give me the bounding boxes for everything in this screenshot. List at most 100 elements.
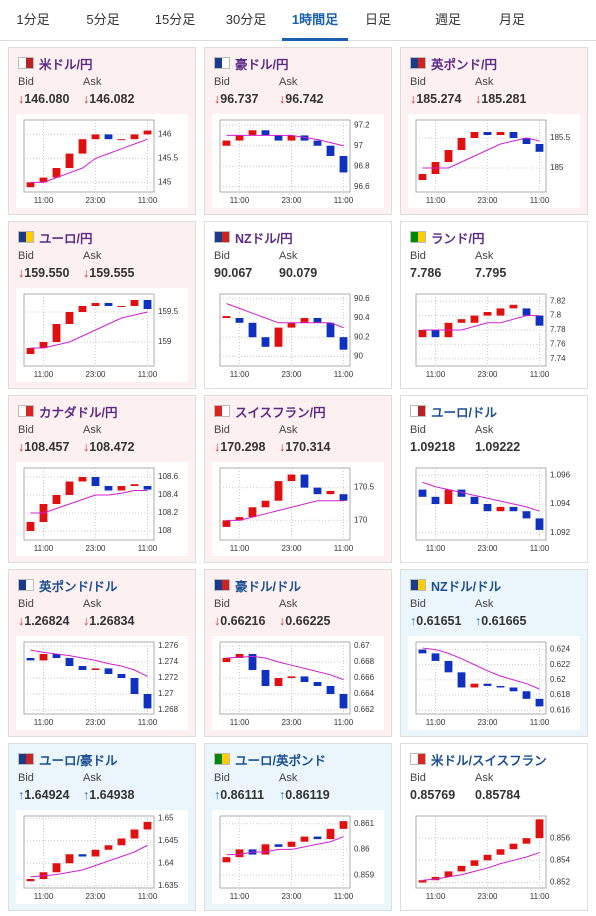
candle bbox=[300, 676, 309, 682]
pair-name[interactable]: 英ポンド/ドル bbox=[39, 580, 118, 594]
y-tick-label: 0.859 bbox=[354, 870, 375, 879]
trend-arrow: ↓ bbox=[214, 440, 221, 454]
flag bbox=[18, 579, 34, 591]
y-tick-label: 108 bbox=[158, 526, 172, 535]
bid-value: 90.067 bbox=[214, 266, 253, 280]
moving-average bbox=[422, 647, 540, 690]
candle bbox=[104, 668, 113, 674]
bid-label: Bid bbox=[410, 772, 426, 784]
bid-label: Bid bbox=[214, 250, 230, 262]
candle bbox=[287, 322, 296, 328]
trend-arrow: ↑ bbox=[18, 788, 25, 802]
y-tick-label: 0.854 bbox=[550, 855, 571, 864]
candle bbox=[496, 506, 505, 512]
candle bbox=[418, 330, 427, 338]
plot-frame bbox=[219, 815, 351, 889]
ask-label: Ask bbox=[279, 76, 298, 88]
candle bbox=[339, 494, 348, 501]
candle bbox=[470, 132, 479, 138]
ask-price: ↓96.742 bbox=[279, 92, 323, 106]
candle bbox=[274, 135, 283, 141]
mini-chart: 145 145.5 146 11:00 23:00 11:00 bbox=[16, 114, 188, 208]
moving-average bbox=[422, 315, 540, 331]
pair-name[interactable]: NZドル/ドル bbox=[431, 580, 502, 594]
candle bbox=[248, 654, 257, 670]
x-tick-label: 23:00 bbox=[477, 196, 498, 205]
pair-name[interactable]: 英ポンド/円 bbox=[431, 58, 497, 72]
tab[interactable]: 週足 bbox=[434, 12, 461, 27]
tab[interactable]: 月足 bbox=[498, 12, 525, 27]
ask-price: 90.079 bbox=[279, 266, 317, 280]
pair-name[interactable]: 米ドル/スイスフラン bbox=[431, 754, 547, 768]
pair-name[interactable]: ユーロ/豪ドル bbox=[39, 754, 118, 768]
pair-name[interactable]: ユーロ/ドル bbox=[431, 406, 497, 420]
candle bbox=[65, 481, 74, 495]
moving-average bbox=[30, 649, 148, 677]
x-tick-label: 11:00 bbox=[230, 370, 250, 379]
bid-label: Bid bbox=[18, 250, 34, 262]
candle bbox=[457, 138, 466, 150]
candle bbox=[313, 682, 322, 686]
candle bbox=[287, 676, 296, 678]
x-tick-label: 11:00 bbox=[334, 892, 354, 901]
x-tick-label: 23:00 bbox=[85, 370, 106, 379]
pair-name[interactable]: 豪ドル/円 bbox=[235, 58, 289, 72]
quote-card: ユーロ/円 Bid Ask ↓159.550 ↓159.555 159 159.5 11:00… bbox=[8, 221, 196, 389]
x-tick-label: 23:00 bbox=[85, 196, 106, 205]
pair-name[interactable]: 米ドル/円 bbox=[39, 58, 93, 72]
y-tick-label: 170 bbox=[354, 515, 368, 524]
pair-name[interactable]: ユーロ/英ポンド bbox=[235, 754, 326, 768]
ask-label: Ask bbox=[475, 772, 494, 784]
trend-arrow: ↑ bbox=[410, 614, 417, 628]
pair-name[interactable]: NZドル/円 bbox=[235, 232, 293, 246]
pair-name[interactable]: ランド/円 bbox=[431, 232, 485, 246]
y-tick-label: 146 bbox=[158, 130, 172, 139]
x-tick-label: 11:00 bbox=[230, 718, 250, 727]
ask-price: ↑0.86119 bbox=[279, 788, 330, 802]
candle bbox=[509, 132, 518, 138]
quote-card: ユーロ/英ポンド Bid Ask ↑0.86111 ↑0.86119 0.859 0.86 0… bbox=[204, 743, 392, 911]
moving-average bbox=[422, 481, 540, 512]
candle bbox=[222, 140, 231, 146]
pair-name[interactable]: ユーロ/円 bbox=[39, 232, 93, 246]
trend-arrow: ↓ bbox=[18, 266, 25, 280]
candle bbox=[444, 871, 453, 877]
tab[interactable]: 15分足 bbox=[154, 12, 196, 27]
tab[interactable]: 日足 bbox=[364, 12, 391, 27]
candle bbox=[130, 829, 139, 839]
x-tick-label: 11:00 bbox=[334, 544, 354, 553]
y-tick-label: 159 bbox=[158, 337, 172, 346]
mini-chart: 1.268 1.27 1.272 1.274 1.276 11:00 23:00 11:00 bbox=[16, 636, 188, 730]
mini-chart: 96.6 96.8 97 97.2 11:00 23:00 11:00 bbox=[212, 114, 384, 208]
candle bbox=[65, 658, 74, 666]
tab[interactable]: 5分足 bbox=[86, 12, 120, 27]
tab[interactable]: 30分足 bbox=[225, 12, 267, 27]
pair-name[interactable]: 豪ドル/ドル bbox=[235, 580, 301, 594]
ask-value: 0.86119 bbox=[285, 788, 330, 802]
ask-price: 7.795 bbox=[475, 266, 506, 280]
y-tick-label: 170.5 bbox=[354, 483, 375, 492]
ask-value: 1.09222 bbox=[475, 440, 521, 454]
y-tick-label: 1.65 bbox=[158, 813, 174, 822]
tab[interactable]: 1分足 bbox=[16, 12, 50, 27]
candle bbox=[78, 306, 87, 312]
candle bbox=[326, 490, 335, 495]
bid-value: 170.298 bbox=[220, 440, 266, 454]
candle bbox=[444, 150, 453, 162]
candle bbox=[496, 849, 505, 855]
pair-name[interactable]: スイスフラン/円 bbox=[235, 406, 326, 420]
plot-frame bbox=[23, 119, 155, 193]
pair-name[interactable]: カナダドル/円 bbox=[39, 406, 118, 420]
moving-average bbox=[226, 134, 344, 147]
flag bbox=[18, 231, 34, 243]
ask-value: 108.472 bbox=[89, 440, 135, 454]
y-tick-label: 7.74 bbox=[550, 354, 566, 363]
tab[interactable]: 1時間足 bbox=[282, 0, 348, 41]
bid-label: Bid bbox=[18, 598, 34, 610]
candle bbox=[522, 691, 531, 699]
candle bbox=[248, 322, 257, 338]
mini-chart: 7.74 7.76 7.78 7.8 7.82 11:00 23:00 11:00 bbox=[408, 288, 580, 382]
trend-arrow: ↓ bbox=[83, 440, 90, 454]
candle bbox=[65, 153, 74, 168]
ask-price: ↓0.66225 bbox=[279, 614, 330, 628]
